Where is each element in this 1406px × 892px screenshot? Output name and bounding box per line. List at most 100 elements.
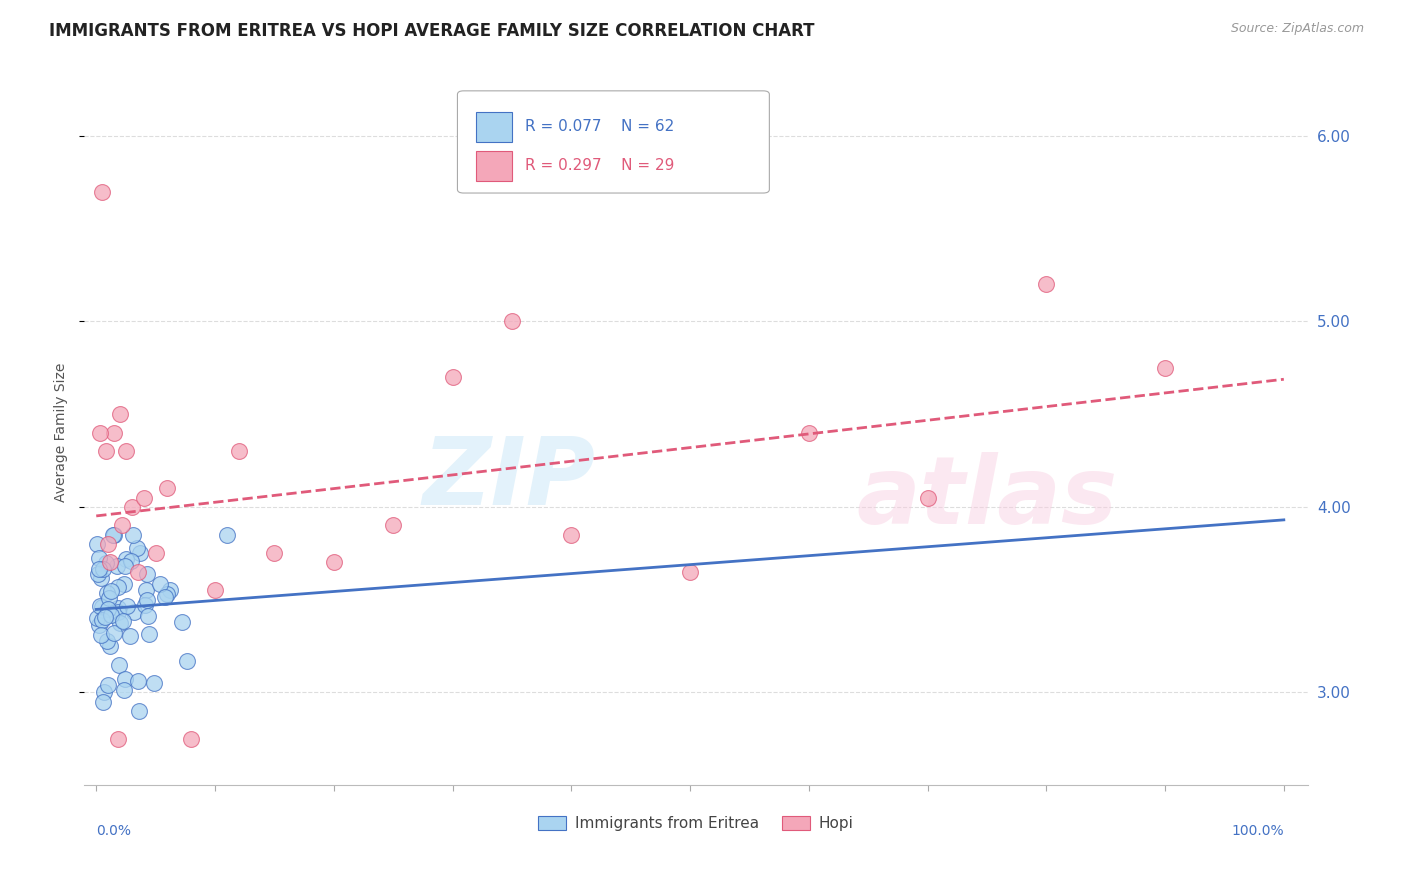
Point	[111, 518, 134, 533]
Point	[127, 674, 149, 689]
Point	[115, 444, 138, 458]
Point	[98, 591, 121, 606]
Point	[100, 584, 122, 599]
Point	[97, 537, 120, 551]
Point	[90, 599, 112, 614]
Point	[100, 608, 122, 623]
Point	[122, 605, 145, 619]
Point	[797, 425, 820, 440]
Point	[108, 407, 131, 421]
Text: R = 0.297    N = 29: R = 0.297 N = 29	[524, 158, 673, 173]
Point	[86, 611, 108, 625]
FancyBboxPatch shape	[475, 112, 513, 142]
Point	[112, 683, 135, 698]
Point	[1154, 360, 1177, 375]
Point	[103, 527, 125, 541]
Point	[94, 444, 117, 458]
Point	[142, 676, 165, 690]
Point	[91, 185, 114, 199]
Point	[96, 633, 118, 648]
Legend: Immigrants from Eritrea, Hopi: Immigrants from Eritrea, Hopi	[533, 809, 859, 838]
Point	[159, 583, 181, 598]
Point	[228, 444, 250, 458]
Point	[107, 605, 129, 619]
Point	[114, 558, 136, 573]
Point	[122, 527, 145, 541]
Point	[107, 601, 129, 615]
Point	[114, 672, 136, 686]
Point	[108, 657, 131, 672]
Point	[108, 615, 131, 630]
Point	[138, 627, 160, 641]
Point	[263, 546, 285, 560]
Point	[136, 567, 159, 582]
Point	[112, 614, 135, 628]
Point	[94, 610, 117, 624]
Point	[101, 527, 124, 541]
Point	[1035, 277, 1057, 292]
Point	[128, 704, 150, 718]
Point	[112, 577, 135, 591]
Text: R = 0.077    N = 62: R = 0.077 N = 62	[524, 119, 673, 134]
Point	[103, 425, 125, 440]
Text: 0.0%: 0.0%	[96, 824, 131, 838]
Point	[132, 491, 155, 505]
Y-axis label: Average Family Size: Average Family Size	[55, 363, 69, 502]
Point	[107, 731, 129, 746]
Text: atlas: atlas	[856, 451, 1118, 543]
Point	[155, 591, 177, 605]
Point	[93, 685, 115, 699]
Point	[97, 602, 120, 616]
Point	[145, 546, 167, 560]
Point	[118, 629, 141, 643]
Point	[89, 425, 111, 440]
Point	[322, 556, 344, 570]
Point	[560, 527, 582, 541]
Point	[917, 491, 939, 505]
Point	[135, 583, 157, 598]
Point	[170, 615, 193, 630]
Point	[86, 537, 108, 551]
Point	[136, 592, 159, 607]
Point	[127, 541, 149, 555]
Point	[91, 562, 114, 576]
Point	[204, 583, 226, 598]
Point	[129, 546, 152, 560]
Text: IMMIGRANTS FROM ERITREA VS HOPI AVERAGE FAMILY SIZE CORRELATION CHART: IMMIGRANTS FROM ERITREA VS HOPI AVERAGE …	[49, 22, 814, 40]
Point	[136, 609, 159, 624]
Point	[87, 617, 110, 632]
Point	[100, 556, 122, 570]
Point	[97, 677, 120, 691]
Point	[149, 577, 172, 591]
Point	[91, 694, 114, 708]
Point	[134, 598, 156, 612]
Point	[107, 580, 129, 594]
Point	[441, 370, 464, 384]
Point	[121, 500, 143, 514]
Text: 100.0%: 100.0%	[1232, 824, 1284, 838]
Point	[98, 639, 121, 653]
Point	[105, 559, 128, 574]
Point	[501, 314, 523, 328]
Point	[127, 565, 149, 579]
Point	[120, 553, 142, 567]
Point	[96, 586, 118, 600]
Point	[96, 556, 118, 570]
Point	[176, 654, 198, 668]
Point	[89, 599, 111, 613]
Point	[103, 626, 125, 640]
FancyBboxPatch shape	[475, 152, 513, 181]
Point	[90, 571, 112, 585]
Point	[215, 527, 238, 541]
Point	[115, 551, 138, 566]
Point	[679, 565, 702, 579]
Point	[86, 567, 108, 582]
Point	[156, 587, 179, 601]
FancyBboxPatch shape	[457, 91, 769, 193]
Point	[87, 551, 110, 566]
Point	[382, 518, 405, 533]
Point	[117, 599, 139, 613]
Point	[156, 481, 179, 495]
Point	[90, 613, 112, 627]
Point	[89, 561, 111, 575]
